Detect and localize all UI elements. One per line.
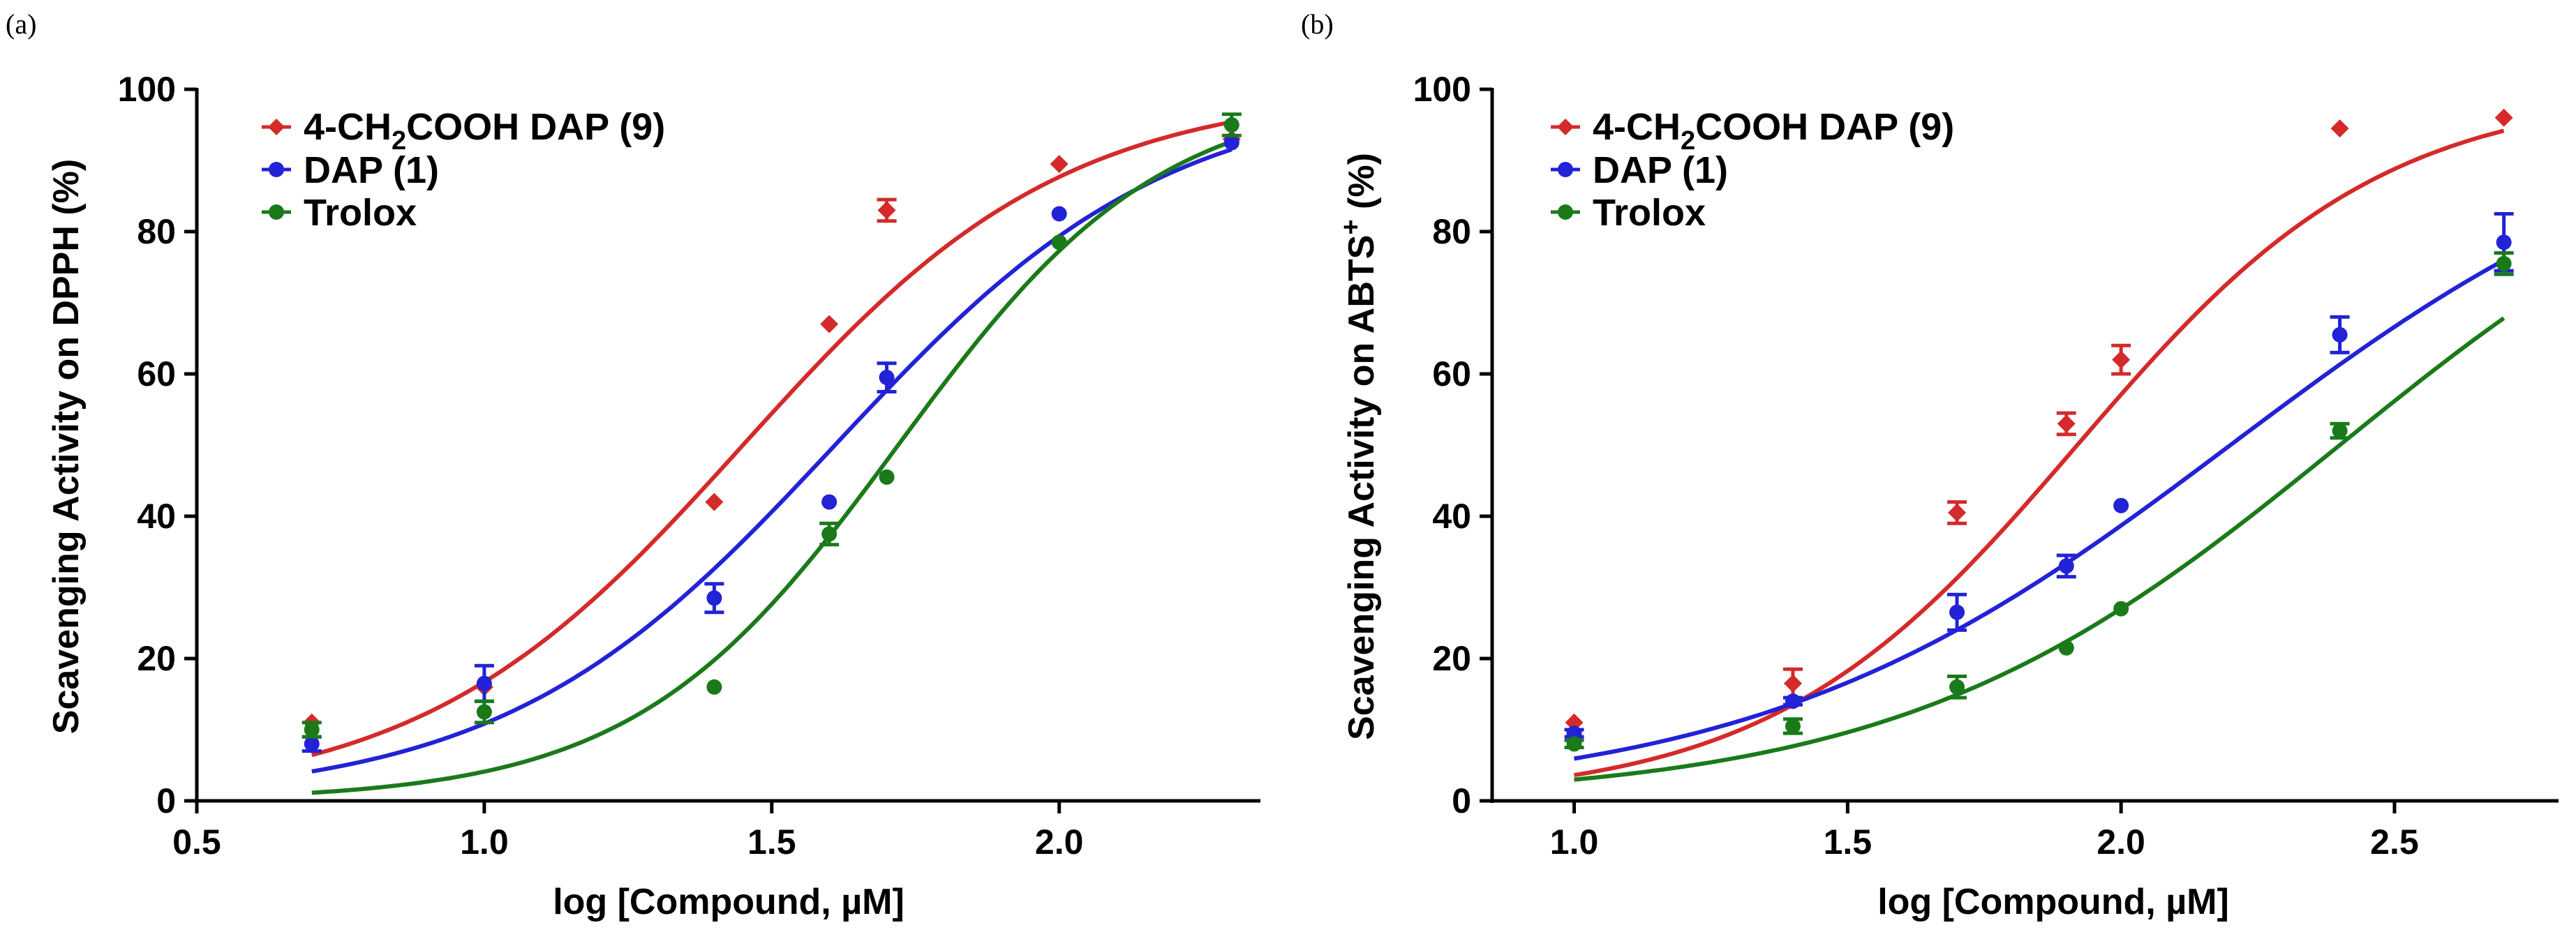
- legend-label-a-0: 4-CH2COOH DAP (9): [304, 106, 665, 156]
- chart-panel-a: (a) 0 20 40 60 80 100 0.5 1.0 1.5 2.0 4-CH2COOH D…: [6, 8, 1260, 922]
- data-point: [476, 704, 492, 720]
- data-point: [1566, 726, 1582, 742]
- data-point: [706, 679, 722, 695]
- fit-curve: [311, 119, 1233, 758]
- y-tick-label: 60: [1432, 354, 1471, 393]
- data-point: [705, 493, 724, 511]
- y-tick-label: 40: [137, 497, 176, 536]
- data-point: [2113, 497, 2129, 513]
- data-points-a: [301, 112, 1242, 753]
- data-point: [879, 370, 895, 386]
- legend-marker: [1558, 204, 1573, 220]
- y-tick-label: 80: [137, 212, 176, 251]
- data-point: [820, 315, 839, 333]
- x-axis-title-a: log [Compound, µM]: [553, 882, 904, 922]
- x-tick-label: 0.5: [172, 822, 221, 862]
- chart-panel-b: (b) 0 20 40 60 80 100 1.0 1.5 2.0 2.5 4-CH2COOH D…: [1301, 8, 2559, 922]
- legend-label-a-1: DAP (1): [304, 149, 439, 191]
- data-point: [1785, 718, 1801, 734]
- x-tick-label: 1.0: [1550, 822, 1599, 862]
- data-point: [1050, 155, 1069, 174]
- data-point: [1949, 604, 1965, 620]
- y-tick-label: 40: [1432, 497, 1471, 536]
- data-point: [1949, 679, 1965, 695]
- y-tick-label: 80: [1432, 212, 1471, 251]
- legend-label-b-1: DAP (1): [1593, 149, 1728, 191]
- x-tick-label: 2.0: [2097, 822, 2145, 862]
- data-point: [821, 494, 837, 510]
- panel-label-a: (a): [6, 8, 36, 40]
- legend-label-b-0: 4-CH2COOH DAP (9): [1593, 106, 1954, 156]
- data-point: [2330, 119, 2349, 138]
- data-point: [1223, 135, 1239, 151]
- axes-b: 0 20 40 60 80 100 1.0 1.5 2.0 2.5: [1413, 70, 2559, 862]
- data-point: [2496, 234, 2512, 250]
- legend-label-b-2: Trolox: [1593, 192, 1706, 234]
- y-tick-label: 0: [156, 781, 176, 820]
- data-point: [1948, 503, 1967, 522]
- data-point: [2332, 326, 2348, 343]
- y-tick-label: 60: [137, 354, 176, 393]
- x-tick-label: 1.5: [747, 822, 796, 862]
- x-tick-label: 1.5: [1824, 822, 1873, 862]
- x-axis-title-b: log [Compound, µM]: [1877, 882, 2229, 922]
- fit-curve: [311, 147, 1233, 774]
- data-points-b: [1564, 108, 2514, 752]
- data-point: [2112, 350, 2131, 369]
- data-point: [1783, 674, 1802, 693]
- data-point: [304, 736, 320, 752]
- axes-a: 0 20 40 60 80 100 0.5 1.0 1.5 2.0: [118, 70, 1260, 862]
- data-point: [304, 722, 320, 737]
- data-point: [1223, 117, 1239, 133]
- legend-marker: [269, 204, 284, 220]
- fit-curves-a: [311, 119, 1233, 795]
- data-point: [879, 469, 895, 485]
- x-tick-label: 2.5: [2370, 822, 2419, 862]
- data-point: [2058, 558, 2074, 574]
- fit-curve: [1574, 316, 2506, 782]
- legend-label-a-2: Trolox: [304, 192, 417, 234]
- data-point: [476, 675, 492, 691]
- y-tick-label: 100: [1413, 70, 1471, 109]
- y-axis-title-b: Scavenging Activity on ABTS+ (%): [1337, 153, 1382, 740]
- data-point: [2057, 414, 2076, 433]
- y-axis-title-a: Scavenging Activity on DPPH (%): [46, 159, 87, 734]
- data-point: [706, 590, 722, 606]
- fit-curve: [1574, 128, 2505, 778]
- data-point: [821, 526, 837, 542]
- data-point: [1051, 206, 1067, 222]
- data-point: [1051, 234, 1067, 250]
- legend-marker: [1558, 162, 1573, 177]
- data-point: [2058, 640, 2074, 656]
- data-point: [2332, 423, 2348, 439]
- fit-curve: [1573, 258, 2506, 761]
- x-tick-label: 2.0: [1035, 822, 1084, 862]
- legend-marker: [1557, 119, 1574, 135]
- data-point: [2494, 108, 2513, 127]
- legend-b: 4-CH2COOH DAP (9) DAP (1) Trolox: [1551, 106, 1954, 234]
- data-point: [2496, 255, 2512, 271]
- y-tick-label: 0: [1452, 781, 1471, 820]
- data-point: [1566, 736, 1582, 752]
- legend-a: 4-CH2COOH DAP (9) DAP (1) Trolox: [262, 106, 665, 234]
- legend-marker: [268, 119, 285, 135]
- fit-curves-b: [1573, 128, 2506, 782]
- data-point: [877, 201, 896, 220]
- legend-marker: [269, 162, 284, 177]
- y-tick-label: 20: [137, 639, 176, 678]
- fit-curve: [311, 139, 1233, 795]
- panel-label-b: (b): [1301, 8, 1334, 40]
- y-tick-label: 20: [1432, 639, 1471, 678]
- x-tick-label: 1.0: [460, 822, 509, 862]
- data-point: [1785, 693, 1801, 709]
- data-point: [2113, 601, 2129, 617]
- y-tick-label: 100: [118, 70, 176, 109]
